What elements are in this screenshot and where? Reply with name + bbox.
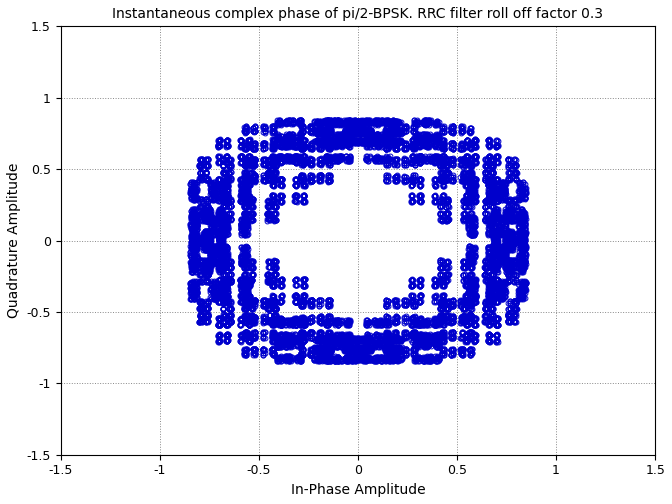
X-axis label: In-Phase Amplitude: In-Phase Amplitude — [290, 483, 425, 497]
Title: Instantaneous complex phase of pi/2-BPSK. RRC filter roll off factor 0.3: Instantaneous complex phase of pi/2-BPSK… — [112, 7, 603, 21]
Y-axis label: Quadrature Amplitude: Quadrature Amplitude — [7, 163, 21, 318]
